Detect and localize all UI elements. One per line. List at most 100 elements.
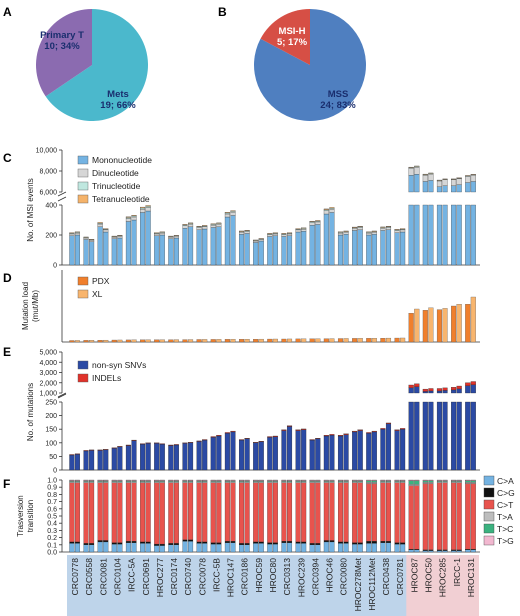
bar-segment: [145, 442, 151, 444]
bar-segment: [309, 225, 315, 266]
bar-segment: [414, 173, 420, 193]
bar-segment: [244, 231, 250, 234]
bar-segment: [408, 485, 414, 550]
bar-segment: [465, 479, 471, 481]
bar-segment: [196, 482, 202, 543]
y-tick-label: 8,000: [39, 169, 57, 176]
legend-label: INDELs: [92, 373, 121, 383]
bar-segment: [89, 449, 95, 451]
bar-segment: [131, 215, 137, 217]
bar-segment: [69, 454, 75, 471]
bar-segment: [97, 482, 103, 541]
y-tick-label: 100: [45, 440, 57, 447]
bar-segment: [210, 436, 216, 438]
bar-segment: [380, 481, 386, 484]
bar-segment: [366, 543, 372, 553]
pie-slice-mets: [45, 9, 149, 122]
bar-segment: [224, 212, 230, 215]
bar-segment: [131, 541, 137, 543]
bar-segment: [465, 176, 471, 183]
bar-segment: [216, 542, 222, 545]
bar-segment: [315, 482, 321, 544]
bar-segment: [408, 168, 414, 176]
bar-segment: [428, 401, 434, 471]
bar-segment: [182, 225, 188, 229]
bar-segment: [301, 543, 307, 553]
bar-segment: [301, 481, 307, 484]
bar-segment: [159, 444, 165, 471]
bar-segment: [239, 234, 245, 266]
bar-segment: [154, 233, 160, 236]
bar: [400, 337, 406, 343]
bar-segment: [428, 550, 434, 553]
bar-segment: [380, 428, 386, 430]
bar-segment: [244, 479, 250, 481]
bar-segment: [168, 236, 174, 239]
bar-segment: [380, 479, 386, 481]
bar-segment: [258, 239, 264, 242]
bar-segment: [400, 228, 406, 230]
bar-segment: [309, 221, 315, 222]
bar-segment: [230, 211, 236, 213]
bar-segment: [188, 442, 194, 471]
bar-segment: [428, 180, 434, 193]
bar-segment: [140, 543, 146, 553]
bar: [154, 339, 160, 343]
bar-segment: [470, 549, 476, 553]
bar-segment: [140, 206, 146, 209]
bar-segment: [210, 227, 216, 266]
bar-segment: [173, 237, 179, 266]
bar-segment: [380, 482, 386, 542]
y-tick-label: 0.4: [47, 521, 57, 528]
bar-segment: [380, 230, 386, 266]
bar-segment: [380, 226, 386, 228]
bar-segment: [400, 231, 406, 266]
bar: [74, 340, 80, 343]
bar: [230, 339, 236, 343]
sample-label: HROC285: [438, 558, 448, 597]
bar-segment: [456, 481, 462, 484]
bar-segment: [357, 481, 363, 484]
bar-segment: [196, 229, 202, 266]
sample-label: CRC0691: [141, 558, 151, 596]
bar-segment: [267, 436, 273, 438]
legend-swatch: [77, 181, 89, 191]
sample-label: HROC80: [268, 558, 278, 593]
bar-segment: [323, 435, 329, 471]
bar-segment: [154, 482, 160, 545]
sample-label: CRC0080: [339, 558, 349, 596]
bar: [323, 338, 329, 343]
bar-segment: [442, 390, 448, 394]
bar-segment: [125, 481, 131, 484]
bar-segment: [267, 233, 273, 235]
bar-segment: [117, 446, 123, 448]
bar-segment: [366, 480, 372, 483]
bar-segment: [343, 234, 349, 266]
legend-swatch: [77, 155, 89, 165]
bar-segment: [230, 431, 236, 471]
legend-label: Dinucleotide: [92, 168, 139, 178]
bar-segment: [210, 481, 216, 484]
bar-segment: [343, 541, 349, 544]
bar-segment: [337, 232, 344, 236]
y-tick-label: 0.0: [47, 550, 57, 557]
bar-segment: [301, 231, 307, 266]
bar-segment: [173, 236, 179, 239]
bar-segment: [173, 235, 179, 236]
bar-segment: [309, 479, 315, 481]
bar-segment: [173, 444, 179, 446]
bar: [145, 339, 151, 343]
bar-segment: [451, 179, 457, 186]
bar-segment: [408, 387, 414, 394]
panel-label-e: E: [3, 345, 11, 359]
bar-segment: [436, 390, 443, 394]
bar-segment: [323, 210, 329, 215]
legend-label: T>C: [497, 524, 513, 534]
legend-swatch: [77, 168, 89, 178]
pie-value: 19; 66%: [100, 100, 136, 111]
bar-segment: [301, 428, 307, 430]
bar-segment: [371, 480, 377, 483]
bar-segment: [315, 479, 321, 481]
bar-segment: [188, 539, 194, 542]
bar-segment: [117, 236, 123, 239]
